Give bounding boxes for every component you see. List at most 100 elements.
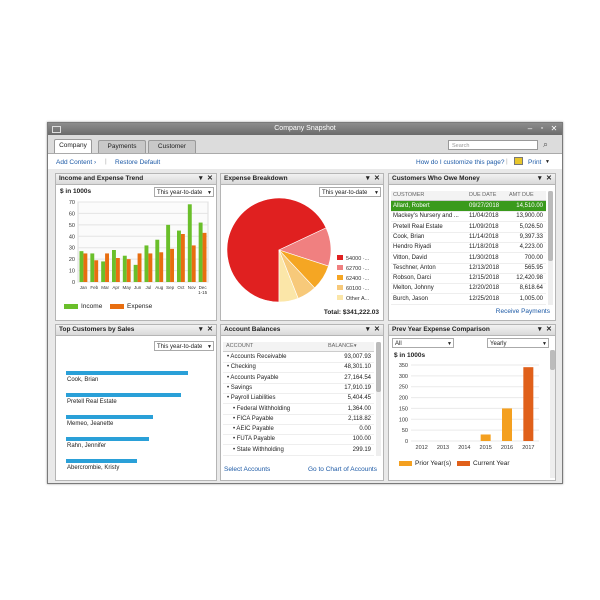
restore-default-link[interactable]: Restore Default	[115, 159, 161, 166]
customer-sales-bar[interactable]	[66, 459, 137, 463]
current-year-bar[interactable]	[523, 367, 534, 441]
income-bar[interactable]	[79, 251, 84, 282]
scrollbar[interactable]	[376, 342, 381, 456]
panel-menu-icon[interactable]: ▾	[538, 326, 542, 333]
expense-bar[interactable]	[105, 253, 109, 282]
search-icon[interactable]: ⌕	[543, 139, 549, 149]
table-row[interactable]: • FICA Payable 2,118.82	[223, 414, 374, 425]
income-bar[interactable]	[144, 245, 149, 282]
income-bar[interactable]	[155, 239, 160, 282]
close-icon[interactable]: ✕	[546, 326, 552, 333]
income-bar[interactable]	[112, 250, 116, 282]
column-header[interactable]: ACCOUNT	[226, 343, 254, 349]
expense-bar[interactable]	[159, 252, 164, 282]
panel-menu-icon[interactable]: ▾	[366, 326, 370, 333]
scrollbar-thumb[interactable]	[548, 191, 553, 261]
chart-of-accounts-link[interactable]: Go to Chart of Accounts	[307, 466, 377, 473]
minimize-icon[interactable]: –	[527, 124, 533, 133]
table-row[interactable]: Robson, Darci 12/15/2018 12,420.98	[391, 273, 546, 285]
print-button[interactable]: Print	[528, 159, 542, 166]
close-icon[interactable]: ✕	[374, 175, 380, 182]
table-row[interactable]: Vitton, David 11/30/2018 700.00	[391, 253, 546, 264]
scrollbar[interactable]	[550, 350, 555, 478]
table-row[interactable]: • AEIC Payable 0.00	[223, 424, 374, 436]
table-row[interactable]: • Accounts Payable 27,164.54	[223, 373, 374, 384]
expense-bar[interactable]	[180, 234, 185, 282]
table-row[interactable]: Mackey's Nursery and ... 11/04/2018 13,900…	[391, 211, 546, 223]
panel-menu-icon[interactable]: ▾	[199, 326, 203, 333]
customer-sales-bar[interactable]	[66, 371, 188, 375]
table-row[interactable]: Allard, Robert 09/27/2018 14,510.00	[391, 201, 546, 212]
select-accounts-link[interactable]: Select Accounts	[224, 466, 271, 473]
table-row[interactable]: Melton, Johnny 12/20/2018 8,618.64	[391, 283, 546, 295]
close-icon[interactable]: ✕	[546, 175, 552, 182]
customer-sales-bar[interactable]	[66, 437, 149, 441]
period-select[interactable]: Yearly ▼	[487, 338, 549, 348]
column-header[interactable]: BALANCE	[328, 343, 354, 349]
scrollbar-thumb[interactable]	[550, 350, 555, 370]
scrollbar[interactable]	[548, 191, 553, 305]
expense-bar[interactable]	[94, 260, 99, 282]
add-content-link[interactable]: Add Content ›	[56, 159, 97, 166]
table-row[interactable]: • Payroll Liabilities 5,404.45	[223, 393, 374, 405]
table-row[interactable]: Hendro Riyadi 11/18/2018 4,223.00	[391, 242, 546, 254]
table-row[interactable]: • Federal Withholding 1,364.00	[223, 404, 374, 415]
date-range-select[interactable]: This year-to-date ▼	[319, 187, 381, 197]
table-row[interactable]: • State Withholding 299.19	[223, 445, 374, 456]
column-header[interactable]: AMT DUE	[509, 192, 534, 198]
date-range-select[interactable]: This year-to-date ▼	[154, 341, 214, 351]
income-bar[interactable]	[177, 230, 181, 282]
prior-year-bar[interactable]	[502, 408, 512, 441]
expense-bar[interactable]	[115, 258, 120, 282]
panel-menu-icon[interactable]: ▾	[366, 175, 370, 182]
expense-bar[interactable]	[83, 253, 88, 282]
tab-customer[interactable]: Customer	[148, 140, 196, 153]
customer-sales-bar[interactable]	[66, 415, 153, 419]
pie-slice[interactable]	[226, 198, 327, 303]
expense-bar[interactable]	[202, 232, 207, 282]
income-bar[interactable]	[166, 224, 171, 282]
expense-bar[interactable]	[170, 248, 174, 282]
chevron-down-icon[interactable]: ▼	[545, 159, 550, 165]
table-row[interactable]: • FUTA Payable 100.00	[223, 434, 374, 446]
column-header[interactable]: CUSTOMER	[393, 192, 425, 198]
expense-bar[interactable]	[191, 245, 196, 282]
panel-menu-icon[interactable]: ▾	[199, 175, 203, 182]
close-icon[interactable]: ✕	[550, 124, 558, 133]
table-row[interactable]: Teschner, Anton 12/13/2018 565.95	[391, 263, 546, 274]
column-header[interactable]: DUE DATE	[469, 192, 497, 198]
customize-help-link[interactable]: How do I customize this page?	[416, 159, 505, 166]
receive-payments-link[interactable]: Receive Payments	[495, 308, 550, 315]
account-filter-select[interactable]: All ▼	[392, 338, 454, 348]
tab-company[interactable]: Company	[54, 139, 92, 153]
search-input[interactable]: Search	[448, 140, 538, 150]
table-row[interactable]: • Checking 48,301.10	[223, 362, 374, 374]
income-bar[interactable]	[187, 204, 192, 282]
customer-sales-bar[interactable]	[66, 393, 181, 397]
panel-menu-icon[interactable]: ▾	[538, 175, 542, 182]
date-range-select[interactable]: This year-to-date ▼	[154, 187, 214, 197]
chevron-down-icon[interactable]: ▼	[353, 343, 358, 348]
window-menu-icon[interactable]	[52, 126, 61, 133]
expense-bar[interactable]	[137, 253, 142, 282]
table-row[interactable]: • Savings 17,910.19	[223, 383, 374, 394]
maximize-icon[interactable]: ▫	[540, 125, 544, 132]
close-icon[interactable]: ✕	[374, 326, 380, 333]
table-row[interactable]: Burch, Jason 12/25/2018 1,005.00	[391, 294, 546, 305]
income-bar[interactable]	[101, 261, 106, 282]
table-row[interactable]: • Accounts Receivable 93,007.93	[223, 352, 374, 363]
prior-year-bar[interactable]	[480, 434, 491, 441]
close-icon[interactable]: ✕	[207, 175, 213, 182]
tab-payments[interactable]: Payments	[98, 140, 146, 153]
expense-bar[interactable]	[148, 253, 153, 282]
income-bar[interactable]	[122, 255, 127, 282]
close-icon[interactable]: ✕	[207, 326, 213, 333]
income-bar[interactable]	[90, 253, 95, 282]
income-bar[interactable]	[198, 222, 203, 282]
table-row[interactable]: Pretell Real Estate 11/09/2018 5,026.50	[391, 222, 546, 233]
printer-icon[interactable]	[514, 157, 523, 165]
scrollbar-thumb[interactable]	[376, 342, 381, 392]
table-row[interactable]: Cook, Brian 11/14/2018 9,397.33	[391, 232, 546, 243]
pie-slice[interactable]	[278, 249, 299, 303]
income-bar[interactable]	[133, 264, 138, 282]
